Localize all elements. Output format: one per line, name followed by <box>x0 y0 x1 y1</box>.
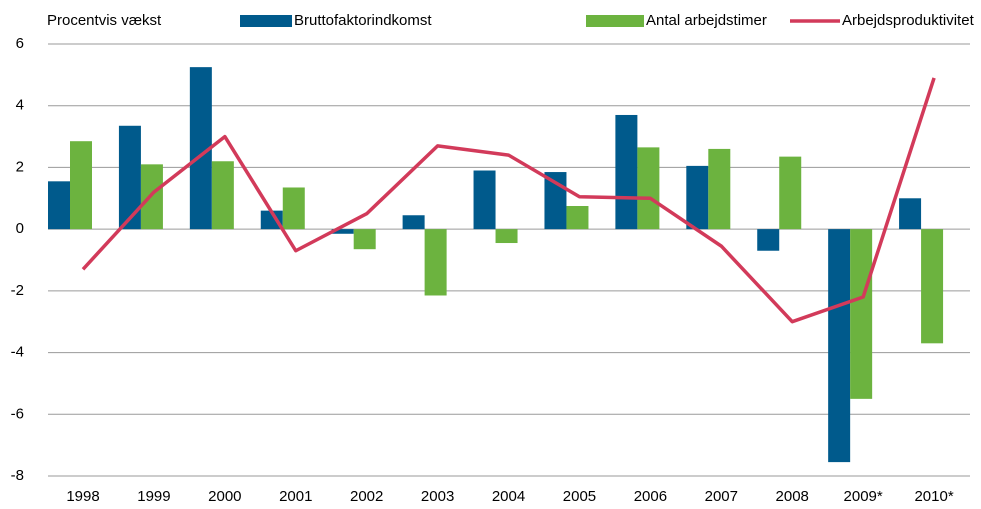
y-tick-label: 0 <box>16 220 24 237</box>
bar <box>473 170 496 230</box>
legend-label: Antal arbejdstimer <box>646 12 767 29</box>
y-tick-label: -2 <box>11 282 24 299</box>
x-tick-label: 2001 <box>279 488 312 505</box>
bar <box>757 229 780 251</box>
bar <box>708 148 731 230</box>
y-tick-label: 6 <box>16 35 24 52</box>
x-tick-label: 1999 <box>137 488 170 505</box>
bar <box>899 198 922 230</box>
bar <box>850 229 873 399</box>
bar <box>921 229 944 344</box>
bar <box>260 210 283 230</box>
bar <box>189 67 212 230</box>
y-axis-label: Procentvis vækst <box>47 12 162 29</box>
y-tick-label: -4 <box>11 344 24 361</box>
bar <box>70 141 92 230</box>
legend-swatch <box>586 15 644 27</box>
bar <box>637 147 660 230</box>
bar <box>828 229 851 463</box>
bar <box>353 229 376 250</box>
bar <box>211 161 234 230</box>
y-tick-label: -6 <box>11 405 24 422</box>
x-tick-label: 2006 <box>634 488 667 505</box>
x-tick-label: 1998 <box>66 488 99 505</box>
bar <box>118 125 141 230</box>
x-tick-label: 2007 <box>705 488 738 505</box>
legend-label: Bruttofaktorindkomst <box>294 12 432 29</box>
x-tick-label: 2003 <box>421 488 454 505</box>
x-tick-label: 2009* <box>844 488 883 505</box>
x-tick-label: 2002 <box>350 488 383 505</box>
bar <box>48 181 70 230</box>
legend-swatch <box>240 15 292 27</box>
bar <box>282 187 305 230</box>
bar <box>402 215 425 230</box>
x-tick-label: 2008 <box>776 488 809 505</box>
y-tick-label: -8 <box>11 467 24 484</box>
bar <box>686 165 709 230</box>
x-tick-label: 2005 <box>563 488 596 505</box>
legend-label: Arbejdsproduktivitet <box>842 12 975 29</box>
bar <box>331 229 354 234</box>
bar <box>566 206 589 230</box>
y-tick-label: 2 <box>16 158 24 175</box>
bar <box>495 229 518 244</box>
x-tick-label: 2010* <box>914 488 953 505</box>
line <box>81 77 936 324</box>
bar <box>615 114 638 230</box>
x-tick-label: 2004 <box>492 488 525 505</box>
y-tick-label: 4 <box>16 97 24 114</box>
bar <box>424 229 447 296</box>
bar <box>779 156 802 230</box>
x-tick-label: 2000 <box>208 488 241 505</box>
